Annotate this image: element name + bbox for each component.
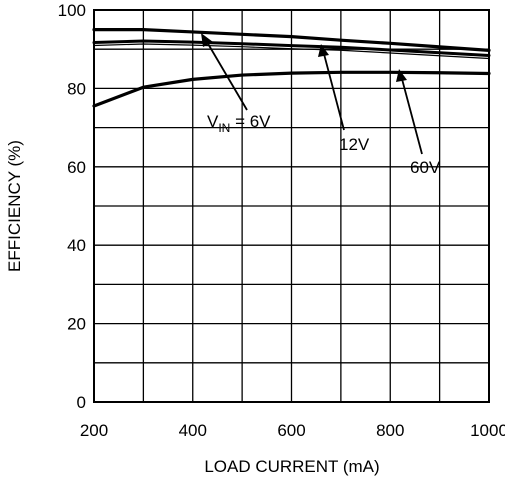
y-tick-label: 40 bbox=[67, 236, 86, 255]
annotation-arrowhead-6v bbox=[201, 33, 213, 47]
x-tick-label: 800 bbox=[376, 421, 404, 440]
series-line-12v bbox=[92, 39, 491, 57]
y-tick-label: 100 bbox=[58, 1, 86, 20]
annotation-60v: 60V bbox=[410, 158, 441, 177]
annotation-vin-suffix: = 6V bbox=[230, 112, 271, 131]
y-tick-label: 0 bbox=[77, 393, 86, 412]
series-line-12v-companion bbox=[93, 43, 490, 60]
x-tick-label: 600 bbox=[277, 421, 305, 440]
annotation-arrowhead-60v bbox=[396, 69, 407, 82]
annotation-12v: 12V bbox=[339, 135, 370, 154]
plot-frame bbox=[93, 9, 490, 403]
series-line-60v bbox=[92, 70, 491, 108]
annotation-layer: VIN = 6V 12V 60V bbox=[201, 33, 441, 177]
tick-label-layer: 200 400 600 800 1000 0 20 40 60 80 100 bbox=[58, 1, 505, 440]
annotation-vin-subscript: IN bbox=[218, 121, 230, 135]
annotation-vin-6v: VIN = 6V bbox=[207, 112, 271, 135]
y-tick-label: 80 bbox=[67, 79, 86, 98]
y-tick-label: 20 bbox=[67, 315, 86, 334]
x-tick-label: 1000 bbox=[470, 421, 505, 440]
x-axis-label: LOAD CURRENT (mA) bbox=[204, 457, 379, 476]
series-line-6v bbox=[92, 28, 491, 52]
annotation-arrow-12v bbox=[323, 53, 345, 131]
annotation-arrow-6v bbox=[206, 41, 248, 111]
y-axis-label: EFFICIENCY (%) bbox=[5, 140, 24, 272]
annotation-arrowhead-12v bbox=[318, 44, 329, 57]
annotation-vin-prefix: V bbox=[207, 112, 219, 131]
annotation-arrow-60v bbox=[401, 78, 423, 155]
y-tick-label: 60 bbox=[67, 158, 86, 177]
series-layer bbox=[92, 28, 491, 108]
x-tick-label: 400 bbox=[179, 421, 207, 440]
grid-layer bbox=[94, 10, 489, 402]
x-tick-label: 200 bbox=[80, 421, 108, 440]
